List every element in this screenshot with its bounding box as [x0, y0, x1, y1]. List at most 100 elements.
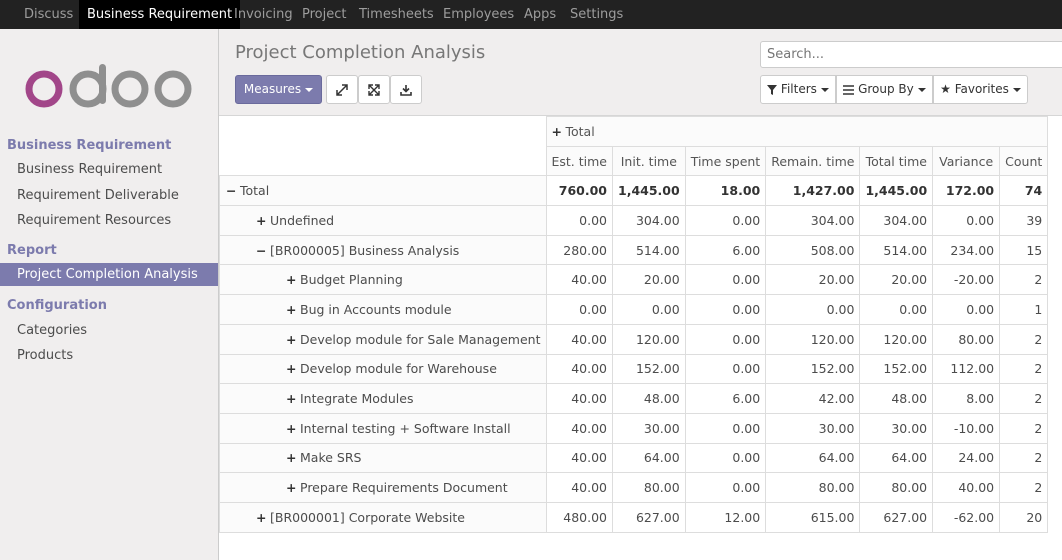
measure-header[interactable]: Time spent	[684, 145, 767, 177]
row-label: Internal testing + Software Install	[300, 420, 511, 436]
menu-timesheets[interactable]: Timesheets	[359, 7, 434, 22]
row-header[interactable]: + Develop module for Warehouse	[219, 353, 547, 385]
table-cell: 20	[999, 501, 1049, 533]
table-cell: 280.00	[545, 234, 613, 266]
pivot-corner	[219, 116, 547, 177]
row-label: Make SRS	[300, 450, 362, 466]
expand-arrows-icon	[336, 83, 348, 96]
sidebar-section-business-requirement: Business Requirement	[7, 138, 172, 153]
table-cell: 12.00	[684, 501, 767, 533]
table-cell: 0.00	[932, 205, 1001, 236]
plus-icon: +	[286, 301, 297, 317]
filters-button[interactable]: Filters	[760, 75, 836, 104]
plus-icon: +	[286, 480, 297, 496]
table-cell: 40.00	[545, 383, 613, 414]
table-row: + Budget Planning 40.00 20.00 0.00 20.00 …	[219, 264, 1049, 296]
sidebar-item-requirement-deliverable[interactable]: Requirement Deliverable	[17, 188, 179, 203]
table-cell: 40.00	[545, 472, 613, 503]
sidebar: Business Requirement Business Requiremen…	[0, 29, 219, 560]
caret-down-icon	[1012, 87, 1021, 92]
sidebar-item-requirement-resources[interactable]: Requirement Resources	[17, 213, 172, 228]
table-cell: 80.00	[765, 472, 861, 503]
plus-icon: +	[286, 391, 297, 407]
measure-header[interactable]: Est. time	[545, 145, 613, 177]
expand-all-button[interactable]	[358, 75, 390, 104]
table-cell: 627.00	[612, 501, 686, 533]
search-box[interactable]	[760, 41, 1062, 68]
row-label: [BR000001] Corporate Website	[270, 509, 465, 525]
measure-header[interactable]: Total time	[859, 145, 934, 177]
measure-header[interactable]: Count	[999, 145, 1049, 177]
row-header[interactable]: + Integrate Modules	[219, 383, 547, 414]
top-menu-bar: Discuss Business Requirement Invoicing P…	[0, 0, 1062, 29]
row-header[interactable]: + Internal testing + Software Install	[219, 412, 547, 444]
odoo-logo[interactable]	[24, 64, 194, 109]
menu-business-requirement[interactable]: Business Requirement	[79, 0, 241, 29]
pivot-col-header-total[interactable]: + Total	[545, 116, 1049, 147]
measures-button[interactable]: Measures	[235, 75, 322, 104]
table-cell: 20.00	[765, 264, 861, 296]
table-cell: 40.00	[545, 353, 613, 385]
table-row: + Make SRS 40.00 64.00 0.00 64.00 64.00 2…	[219, 442, 1049, 474]
table-row: + Bug in Accounts module 0.00 0.00 0.00 0…	[219, 294, 1049, 325]
measure-header[interactable]: Init. time	[612, 145, 686, 177]
row-header[interactable]: − [BR000005] Business Analysis	[219, 234, 547, 266]
table-cell: 0.00	[684, 353, 767, 385]
row-header[interactable]: + Budget Planning	[219, 264, 547, 296]
table-cell: 40.00	[545, 412, 613, 444]
table-cell: 508.00	[765, 234, 861, 266]
table-cell: 0.00	[932, 294, 1001, 325]
table-cell: 1,445.00	[612, 175, 686, 207]
measure-header[interactable]: Variance	[932, 145, 1001, 177]
table-cell: 152.00	[859, 353, 934, 385]
table-cell: 120.00	[612, 323, 686, 355]
row-header[interactable]: − Total	[219, 175, 547, 207]
table-cell: 48.00	[859, 383, 934, 414]
menu-discuss[interactable]: Discuss	[24, 7, 74, 22]
table-cell: 2	[999, 264, 1049, 296]
table-cell: 0.00	[684, 264, 767, 296]
table-cell: 30.00	[612, 412, 686, 444]
table-cell: 2	[999, 442, 1049, 474]
table-cell: 0.00	[684, 205, 767, 236]
table-cell: 40.00	[545, 264, 613, 296]
row-header[interactable]: + Bug in Accounts module	[219, 294, 547, 325]
flip-axis-button[interactable]	[326, 75, 358, 104]
download-icon	[400, 84, 412, 96]
row-header[interactable]: + Develop module for Sale Management	[219, 323, 547, 355]
group-by-button[interactable]: Group By	[836, 75, 933, 104]
row-header[interactable]: + [BR000001] Corporate Website	[219, 501, 547, 533]
row-label: Budget Planning	[300, 272, 403, 288]
menu-apps[interactable]: Apps	[524, 7, 557, 22]
measure-header[interactable]: Remain. time	[765, 145, 861, 177]
table-row: + Internal testing + Software Install 40.…	[219, 412, 1049, 444]
sidebar-item-project-completion-analysis[interactable]: Project Completion Analysis	[0, 263, 218, 286]
row-header[interactable]: + Prepare Requirements Document	[219, 472, 547, 503]
sidebar-item-categories[interactable]: Categories	[17, 323, 88, 338]
row-header[interactable]: + Undefined	[219, 205, 547, 236]
favorites-label: Favorites	[954, 82, 1009, 96]
row-label: [BR000005] Business Analysis	[270, 242, 460, 258]
menu-invoicing[interactable]: Invoicing	[234, 7, 293, 22]
sidebar-item-products[interactable]: Products	[17, 348, 74, 363]
sidebar-item-business-requirement[interactable]: Business Requirement	[17, 162, 163, 177]
menu-project[interactable]: Project	[302, 7, 347, 22]
table-cell: 6.00	[684, 383, 767, 414]
favorites-button[interactable]: ★ Favorites	[933, 75, 1028, 104]
sidebar-section-report: Report	[7, 243, 57, 258]
table-cell: 514.00	[612, 234, 686, 266]
table-row: + Undefined 0.00 304.00 0.00 304.00 304.0…	[219, 205, 1049, 236]
download-button[interactable]	[390, 75, 422, 104]
table-cell: 480.00	[545, 501, 613, 533]
plus-icon: +	[286, 361, 297, 377]
table-row: + Develop module for Sale Management 40.0…	[219, 323, 1049, 355]
row-header[interactable]: + Make SRS	[219, 442, 547, 474]
search-input[interactable]	[761, 42, 1062, 67]
menu-employees[interactable]: Employees	[443, 7, 515, 22]
plus-icon: +	[286, 331, 297, 347]
table-cell: 80.00	[612, 472, 686, 503]
table-cell: 8.00	[932, 383, 1001, 414]
menu-settings[interactable]: Settings	[570, 7, 624, 22]
table-cell: 0.00	[684, 294, 767, 325]
caret-down-icon	[820, 87, 829, 92]
